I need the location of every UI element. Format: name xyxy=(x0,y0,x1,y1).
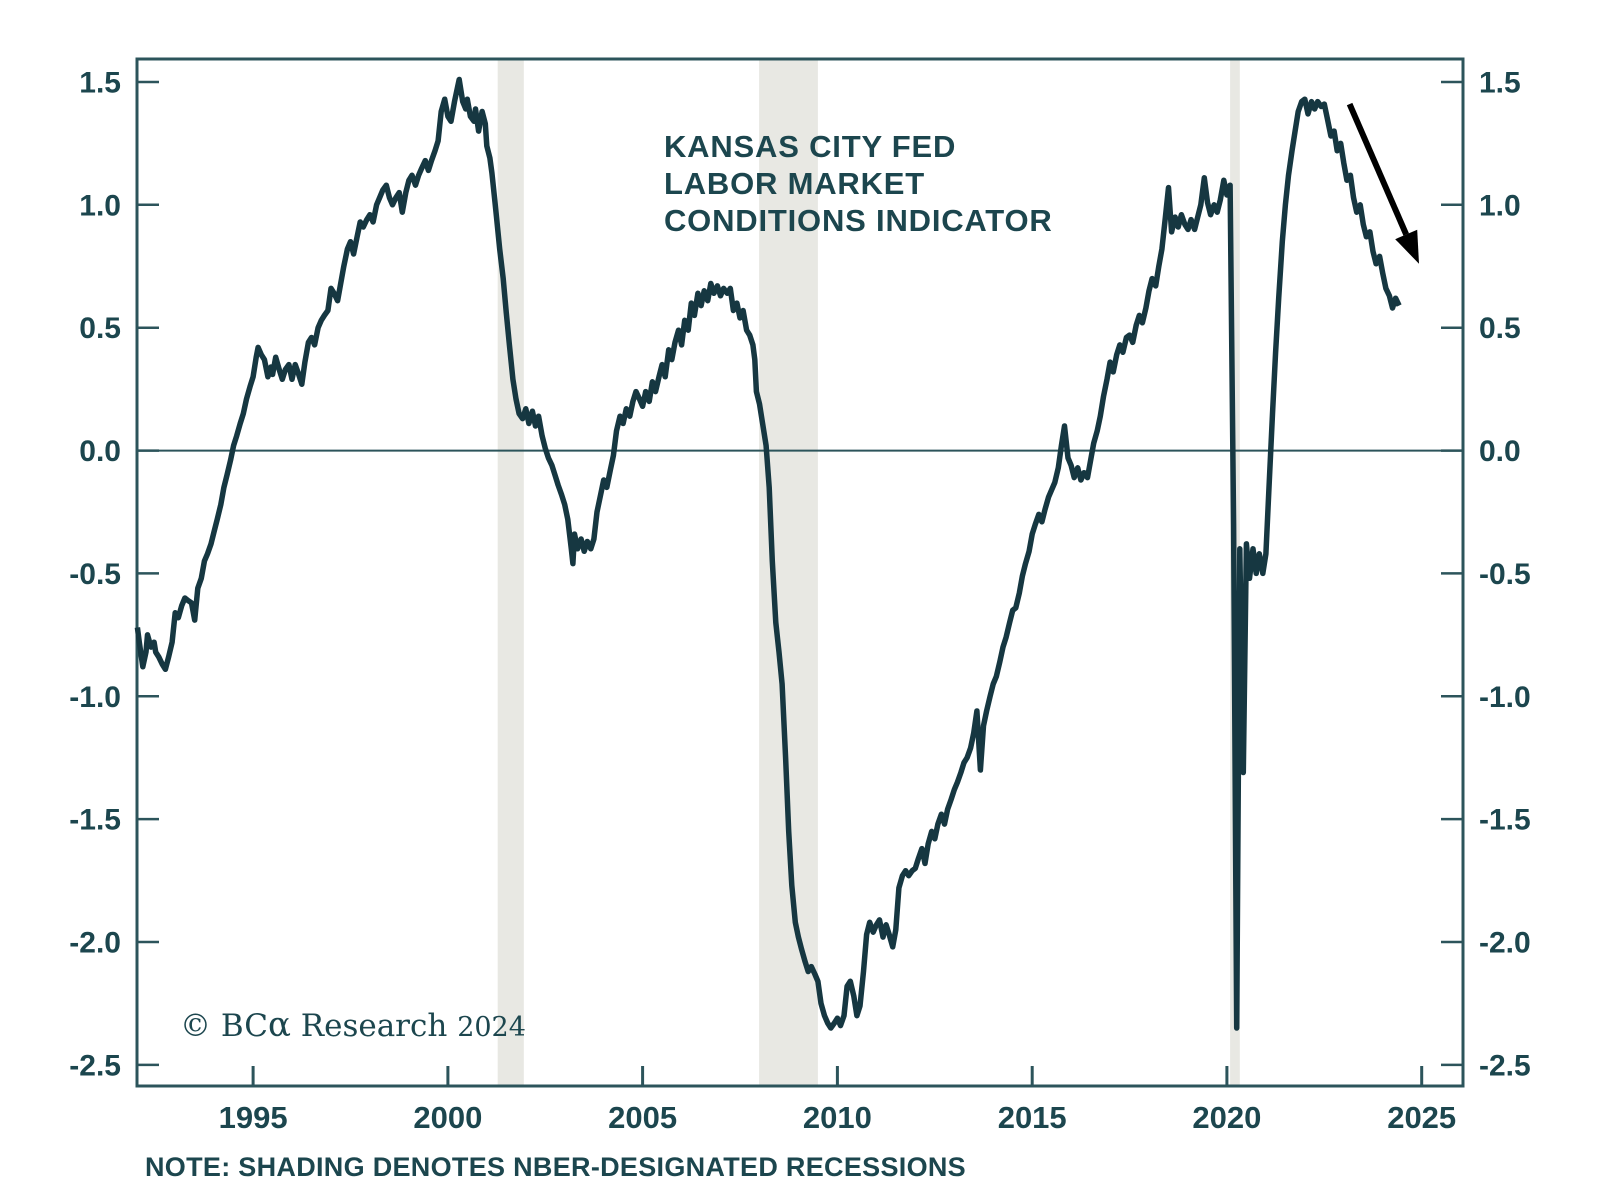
chart-title: KANSAS CITY FED LABOR MARKET CONDITIONS … xyxy=(664,129,1053,238)
y-tick-label-left: -1.5 xyxy=(69,804,121,837)
recession-note: NOTE: SHADING DENOTES NBER-DESIGNATED RE… xyxy=(145,1152,966,1182)
x-tick-label: 2015 xyxy=(998,1100,1067,1135)
y-tick-label-left: -0.5 xyxy=(69,558,121,591)
y-tick-label-right: -1.5 xyxy=(1479,804,1531,837)
x-tick-label: 1995 xyxy=(219,1100,288,1135)
copyright-credit: © BCα Research 2024 xyxy=(180,1005,526,1045)
y-tick-label-left: 0.5 xyxy=(79,312,121,345)
brand-name: BC xyxy=(221,1008,268,1044)
arrow-head xyxy=(1395,229,1419,264)
lmci-line xyxy=(134,76,1402,1031)
y-tick-label-left: 0.0 xyxy=(79,435,121,468)
y-tick-label-right: 0.0 xyxy=(1479,435,1521,468)
decline-arrow xyxy=(1346,102,1419,264)
x-tick-label: 2025 xyxy=(1387,1100,1456,1135)
y-tick-label-right: 1.5 xyxy=(1479,67,1521,100)
brand-research: Research xyxy=(291,1008,457,1044)
y-tick-label-right: -0.5 xyxy=(1479,558,1531,591)
y-tick-label-right: 0.5 xyxy=(1479,312,1521,345)
y-tick-label-left: -2.0 xyxy=(69,927,121,960)
series-group xyxy=(134,76,1402,1031)
chart-title-line-3: CONDITIONS INDICATOR xyxy=(664,203,1053,238)
y-tick-label-right: -2.5 xyxy=(1479,1049,1531,1082)
axes: 1.5 1.5 1.0 1.0 0.5 0.5 0.0 0.0 -0.5 -0.5 -1.0 -1.0… xyxy=(69,57,1531,1135)
recession-band xyxy=(497,59,524,1086)
x-tick-label: 2005 xyxy=(608,1100,677,1135)
y-tick-label-left: 1.5 xyxy=(79,67,121,100)
recession-band xyxy=(759,59,818,1086)
chart-title-line-2: LABOR MARKET xyxy=(664,166,925,201)
brand-alpha-glyph: α xyxy=(268,1005,291,1045)
copyright-year: 2024 xyxy=(457,1012,526,1043)
y-tick-label-left: 1.0 xyxy=(79,189,121,222)
copyright-symbol: © xyxy=(180,1008,221,1044)
x-tick-label: 2000 xyxy=(413,1100,482,1135)
y-tick-label-left: -2.5 xyxy=(69,1049,121,1082)
x-tick-label: 2020 xyxy=(1192,1100,1261,1135)
arrow-shaft xyxy=(1346,102,1409,236)
chart-title-line-1: KANSAS CITY FED xyxy=(664,129,956,164)
y-tick-label-right: -2.0 xyxy=(1479,927,1531,960)
y-tick-label-right: 1.0 xyxy=(1479,189,1521,222)
y-tick-label-right: -1.0 xyxy=(1479,681,1531,714)
y-tick-label-left: -1.0 xyxy=(69,681,121,714)
x-tick-label: 2010 xyxy=(803,1100,872,1135)
